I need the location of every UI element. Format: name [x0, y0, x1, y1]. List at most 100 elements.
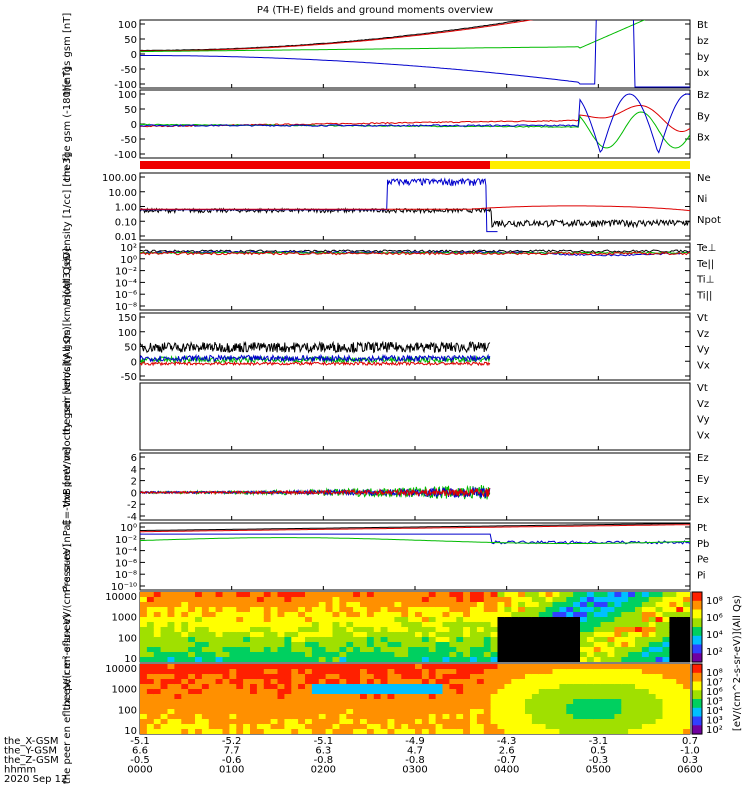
spec-cell-peer_spec: [140, 709, 148, 715]
spec-cell-peir_spec: [353, 642, 361, 648]
spec-cell-peir_spec: [559, 597, 567, 603]
spec-cell-peer_spec: [635, 704, 643, 710]
spec-cell-peir_spec: [552, 657, 560, 662]
spec-cell-peer_spec: [208, 714, 217, 720]
spec-cell-peir_spec: [586, 627, 595, 633]
spec-cell-peer_spec: [628, 719, 636, 725]
spec-cell-peir_spec: [635, 652, 643, 658]
spec-cell-peir_spec: [518, 637, 526, 643]
spec-cell-peer_spec: [504, 674, 512, 680]
legend-pressure-Pt: Pt: [697, 523, 707, 534]
spec-cell-peer_spec: [614, 714, 622, 720]
spec-cell-peir_spec: [325, 592, 334, 598]
spec-cell-peir_spec: [566, 642, 574, 648]
spec-cell-peer_spec: [208, 694, 217, 700]
spec-cell-peir_spec: [442, 592, 450, 598]
spec-cell-peer_spec: [339, 729, 347, 734]
spec-cell-peir_spec: [628, 632, 636, 638]
spec-cell-peir_spec: [628, 617, 636, 623]
spec-cell-peir_spec: [366, 602, 375, 608]
spec-cell-peir_spec: [366, 647, 375, 653]
spec-cell-peir_spec: [421, 607, 430, 613]
spec-cell-peer_spec: [311, 689, 320, 695]
spec-cell-peer_spec: [236, 664, 244, 670]
spec-cell-peer_spec: [607, 729, 615, 734]
spec-cell-peir_spec: [683, 622, 690, 628]
spec-cell-peer_spec: [573, 709, 581, 715]
spec-cell-peir_spec: [174, 642, 182, 648]
spec-cell-peer_spec: [188, 719, 196, 725]
spec-cell-peer_spec: [518, 684, 526, 690]
spec-cell-peir_spec: [470, 597, 478, 603]
spec-cell-peir_spec: [174, 607, 182, 613]
trace-by: [140, 20, 646, 53]
spec-cell-peer_spec: [614, 699, 622, 705]
spec-cell-peer_spec: [408, 694, 416, 700]
spec-cell-peer_spec: [222, 724, 230, 730]
spec-cell-peer_spec: [504, 729, 512, 734]
spec-cell-peir_spec: [669, 627, 677, 633]
spec-cell-peer_spec: [676, 689, 684, 695]
spec-cell-peir_spec: [483, 592, 492, 598]
spec-cell-peer_spec: [229, 669, 237, 675]
spec-cell-peir_spec: [222, 612, 230, 618]
spec-cell-peir_spec: [435, 652, 444, 658]
spec-cell-peer_spec: [394, 724, 402, 730]
spec-cell-peer_spec: [311, 694, 320, 700]
spec-cell-peir_spec: [552, 602, 560, 608]
spec-cell-peir_spec: [435, 657, 444, 662]
spec-cell-peir_spec: [586, 617, 595, 623]
spec-cell-peir_spec: [339, 627, 347, 633]
spec-cell-peir_spec: [339, 597, 347, 603]
spec-cell-peir_spec: [250, 602, 258, 608]
spec-cell-peir_spec: [188, 612, 196, 618]
spec-cell-peir_spec: [628, 657, 636, 662]
spec-cell-peir_spec: [490, 612, 499, 618]
spec-cell-peer_spec: [566, 694, 574, 700]
spec-cell-peer_spec: [373, 704, 382, 710]
spec-cell-peer_spec: [463, 679, 471, 685]
spec-cell-peir_spec: [545, 612, 554, 618]
spec-cell-peer_spec: [140, 699, 148, 705]
date-label: 2020 Sep 12: [4, 774, 67, 785]
spec-cell-peir_spec: [394, 657, 402, 662]
spec-cell-peer_spec: [449, 704, 457, 710]
spec-cell-peir_spec: [256, 657, 265, 662]
spec-cell-peer_spec: [655, 729, 664, 734]
ylabel-peir_spec: the peir en eflux eV/(cm²-s-sr-eV): [62, 543, 73, 710]
spec-cell-peir_spec: [332, 632, 340, 638]
spec-cell-peir_spec: [250, 632, 258, 638]
spec-cell-peer_spec: [511, 689, 519, 695]
spec-cell-peir_spec: [662, 642, 670, 648]
spec-cell-peer_spec: [305, 719, 313, 725]
spec-cell-peir_spec: [353, 597, 361, 603]
spec-cell-peer_spec: [408, 689, 416, 695]
spec-cell-peer_spec: [476, 674, 485, 680]
spec-cell-peer_spec: [291, 724, 299, 730]
spec-cell-peir_spec: [566, 632, 574, 638]
ytick-label-density-1: 10.00: [108, 188, 137, 199]
spec-cell-peer_spec: [614, 694, 622, 700]
spec-cell-peir_spec: [428, 642, 437, 648]
spec-cell-peir_spec: [208, 642, 217, 648]
spec-cell-peir_spec: [593, 627, 602, 633]
spec-cell-peer_spec: [284, 664, 292, 670]
spec-cell-peer_spec: [470, 709, 478, 715]
colorbar-cell-1-7: [692, 725, 702, 735]
spec-cell-peer_spec: [256, 729, 265, 734]
spec-cell-peir_spec: [146, 642, 155, 648]
spec-cell-peir_spec: [305, 652, 313, 658]
spec-cell-peer_spec: [415, 709, 423, 715]
spec-cell-peer_spec: [201, 679, 210, 685]
spec-cell-peir_spec: [428, 647, 437, 653]
spec-cell-peir_spec: [160, 637, 169, 643]
spec-cell-peir_spec: [222, 652, 230, 658]
spec-cell-peer_spec: [470, 714, 478, 720]
spec-cell-peir_spec: [449, 607, 457, 613]
spec-cell-peer_spec: [222, 664, 230, 670]
spec-cell-peer_spec: [676, 694, 684, 700]
spec-cell-peir_spec: [394, 637, 402, 643]
spec-cell-peer_spec: [236, 689, 244, 695]
spec-cell-peer_spec: [305, 724, 313, 730]
spec-cell-peir_spec: [648, 607, 657, 613]
